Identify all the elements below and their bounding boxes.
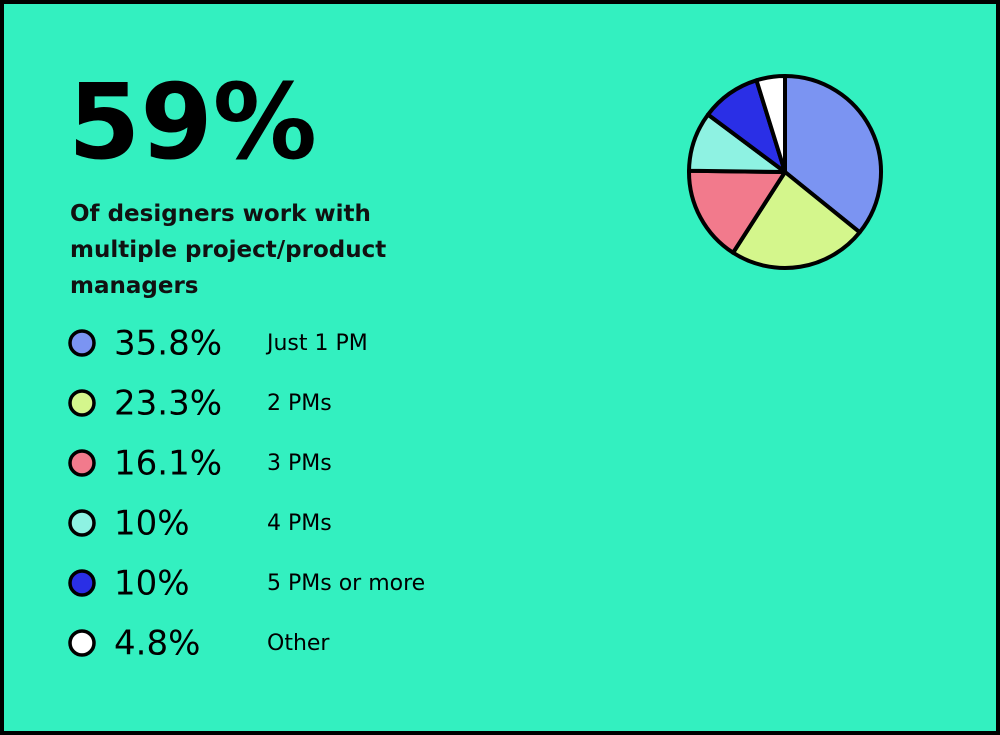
legend-value: 4.8%: [114, 624, 200, 664]
legend-value: 35.8%: [114, 324, 222, 364]
subtitle: Of designers work with multiple project/…: [70, 201, 387, 299]
legend-value: 10%: [114, 504, 190, 544]
legend-value: 23.3%: [114, 384, 222, 424]
legend-value: 10%: [114, 564, 190, 604]
legend-swatch: [68, 509, 96, 537]
chart: 59% 35.8% Just 1 PM 23.3% 2 PMs 16.1% 3 PMs 10…: [68, 61, 883, 664]
legend-label: 5 PMs or more: [267, 571, 425, 596]
legend-label: 4 PMs: [267, 511, 332, 536]
pie-slice: [783, 74, 883, 235]
legend-swatch: [68, 569, 96, 597]
legend-swatch: [68, 629, 96, 657]
legend-swatch: [68, 329, 96, 357]
legend-value: 16.1%: [114, 444, 222, 484]
headline: 59%: [68, 61, 317, 183]
legend-label: Other: [267, 631, 330, 656]
pie-slice: [687, 168, 787, 255]
legend-swatch: [68, 389, 96, 417]
pie-slice: [754, 74, 787, 174]
legend-label: 3 PMs: [267, 451, 332, 476]
legend-swatch: [68, 449, 96, 477]
legend-label: Just 1 PM: [265, 331, 368, 356]
legend-label: 2 PMs: [267, 391, 332, 416]
pie-slice: [731, 170, 862, 270]
